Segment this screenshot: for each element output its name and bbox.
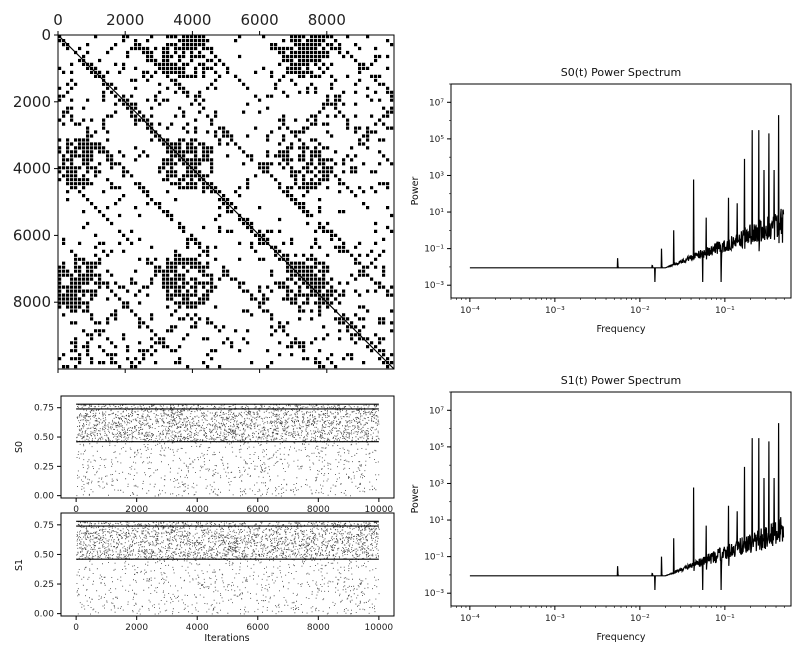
- spectrum-s0-ytick-label: 10⁷: [429, 98, 444, 108]
- recurrence-xtick-label: 6000: [241, 11, 279, 29]
- recurrence-y-ticks: 0 2000 4000 6000 8000: [13, 26, 58, 311]
- spectrum-s1-frame: [450, 391, 792, 607]
- spectrum-s1-ytick-label: 10¹: [429, 516, 444, 526]
- timeseries-s0-ylabel: S0: [14, 441, 25, 453]
- recurrence-xtick-label: 2000: [106, 11, 144, 29]
- spectrum-s0-y-ticks: 10⁻³ 10⁻¹ 10¹ 10³ 10⁵ 10⁷: [424, 83, 451, 291]
- timeseries-s0-xtick-label: 10000: [365, 505, 394, 515]
- timeseries-s1-ytick-label: 0.25: [34, 580, 54, 590]
- timeseries-s0-ytick-label: 0.50: [34, 433, 54, 443]
- spectrum-s1-panel: S1(t) Power Spectrum 10⁻⁴ 10⁻³ 10⁻² 10⁻¹ 10…: [410, 374, 792, 643]
- timeseries-s1-ytick-label: 0.00: [34, 610, 54, 620]
- spectrum-s0-xtick-label: 10⁻³: [545, 306, 565, 316]
- timeseries-s0-xtick-label: 2000: [125, 505, 148, 515]
- timeseries-s1-y-ticks: 0.00 0.25 0.50 0.75: [34, 521, 61, 620]
- spectrum-s0-ytick-label: 10⁻¹: [424, 245, 444, 255]
- timeseries-s1-scatter: [76, 521, 380, 615]
- recurrence-xtick-label: 8000: [308, 11, 346, 29]
- timeseries-s0-frame: [60, 395, 395, 499]
- timeseries-s0-ytick-label: 0.25: [34, 462, 54, 472]
- spectrum-s0-xlabel: Frequency: [596, 324, 645, 335]
- timeseries-s0-scatter: [76, 404, 380, 497]
- spectrum-s0-xtick-label: 10⁻¹: [715, 306, 735, 316]
- spectrum-s0-ytick-label: 10¹: [429, 208, 444, 218]
- spectrum-s1-title: S1(t) Power Spectrum: [561, 374, 681, 387]
- timeseries-s1-xtick-label: 2000: [125, 623, 148, 633]
- spectrum-s1-ytick-label: 10⁻³: [424, 589, 444, 599]
- recurrence-marks: [57, 34, 395, 370]
- spectrum-s0-ytick-label: 10⁵: [429, 135, 444, 145]
- timeseries-s0-x-ticks: 0 2000 4000 6000 8000 10000: [73, 498, 393, 515]
- spectrum-s1-ytick-label: 10⁵: [429, 443, 444, 453]
- recurrence-main-diagonal: [57, 34, 395, 370]
- spectrum-s0-ylabel: Power: [410, 177, 421, 206]
- timeseries-s1-ylabel: S1: [14, 559, 25, 571]
- timeseries-s1-xtick-label: 10000: [365, 623, 394, 633]
- spectrum-s1-ylabel: Power: [410, 485, 421, 514]
- timeseries-s1-xtick-label: 6000: [246, 623, 269, 633]
- spectrum-s0-frame: [450, 83, 792, 299]
- spectrum-s0-ytick-label: 10⁻³: [424, 281, 444, 291]
- recurrence-x-ticks: 0 2000 4000 6000 8000: [53, 11, 346, 373]
- recurrence-frame: [57, 34, 395, 370]
- timeseries-s0-ytick-label: 0.00: [34, 492, 54, 502]
- spectrum-s1-line: [469, 423, 785, 591]
- spectrum-s1-xtick-label: 10⁻⁴: [460, 614, 480, 624]
- spectrum-s0-x-ticks: 10⁻⁴ 10⁻³ 10⁻² 10⁻¹: [450, 298, 785, 316]
- timeseries-s0-panel: 0 2000 4000 6000 8000 10000 0.000.250.500.75 …: [14, 395, 395, 515]
- timeseries-s0-xtick-label: 4000: [186, 505, 209, 515]
- spectrum-s1-xtick-label: 10⁻³: [545, 614, 565, 624]
- recurrence-xtick-label: 0: [53, 11, 63, 29]
- spectrum-s0-xtick-label: 10⁻²: [630, 306, 650, 316]
- spectrum-s0-panel: S0(t) Power Spectrum 10⁻⁴ 10⁻³ 10⁻² 10⁻¹ 10…: [410, 66, 792, 335]
- timeseries-s1-xtick-label: 4000: [186, 623, 209, 633]
- recurrence-xtick-label: 4000: [173, 11, 211, 29]
- timeseries-s0-xtick-label: 0: [73, 505, 79, 515]
- spectrum-s1-ytick-label: 10⁻¹: [424, 553, 444, 563]
- spectrum-s1-ytick-label: 10⁷: [429, 406, 444, 416]
- timeseries-s1-frame: [60, 512, 395, 617]
- timeseries-s1-panel: 0 2000 4000 6000 8000 10000 0.000.250.500.75 …: [14, 512, 395, 644]
- spectrum-s1-x-ticks: 10⁻⁴ 10⁻³ 10⁻² 10⁻¹: [450, 606, 785, 624]
- timeseries-s1-xtick-label: 8000: [307, 623, 330, 633]
- spectrum-s0-ytick-label: 10³: [429, 171, 444, 181]
- timeseries-s0-xtick-label: 8000: [307, 505, 330, 515]
- spectrum-s1-xlabel: Frequency: [596, 632, 645, 643]
- recurrence-ytick-label: 0: [41, 26, 51, 44]
- recurrence-ytick-label: 2000: [13, 93, 51, 111]
- recurrence-ytick-label: 6000: [13, 226, 51, 244]
- spectrum-s0-xtick-label: 10⁻⁴: [460, 306, 480, 316]
- spectrum-s1-xtick-label: 10⁻²: [630, 614, 650, 624]
- timeseries-s1-ytick-label: 0.50: [34, 550, 54, 560]
- spectrum-s1-ytick-label: 10³: [429, 479, 444, 489]
- timeseries-s0-xtick-label: 6000: [246, 505, 269, 515]
- spectrum-s0-title: S0(t) Power Spectrum: [561, 66, 681, 79]
- spectrum-s1-y-ticks: 10⁻³ 10⁻¹ 10¹ 10³ 10⁵ 10⁷: [424, 391, 451, 599]
- recurrence-plot: 0 2000 4000 6000 8000 0 2000 4000 6000 8000: [13, 11, 395, 373]
- timeseries-s0-ytick-label: 0.75: [34, 404, 54, 414]
- spectrum-s1-xtick-label: 10⁻¹: [715, 614, 735, 624]
- spectrum-s0-line: [469, 115, 785, 283]
- timeseries-s1-points: [76, 520, 380, 615]
- timeseries-s0-y-ticks: 0.00 0.25 0.50 0.75: [34, 404, 61, 502]
- timeseries-s0-points: [76, 403, 380, 497]
- recurrence-ytick-label: 4000: [13, 160, 51, 178]
- timeseries-s1-xtick-label: 0: [73, 623, 79, 633]
- recurrence-ytick-label: 8000: [13, 293, 51, 311]
- timeseries-s1-xlabel: Iterations: [204, 633, 249, 644]
- timeseries-s1-ytick-label: 0.75: [34, 521, 54, 531]
- timeseries-s1-x-ticks: 0 2000 4000 6000 8000 10000: [73, 616, 393, 633]
